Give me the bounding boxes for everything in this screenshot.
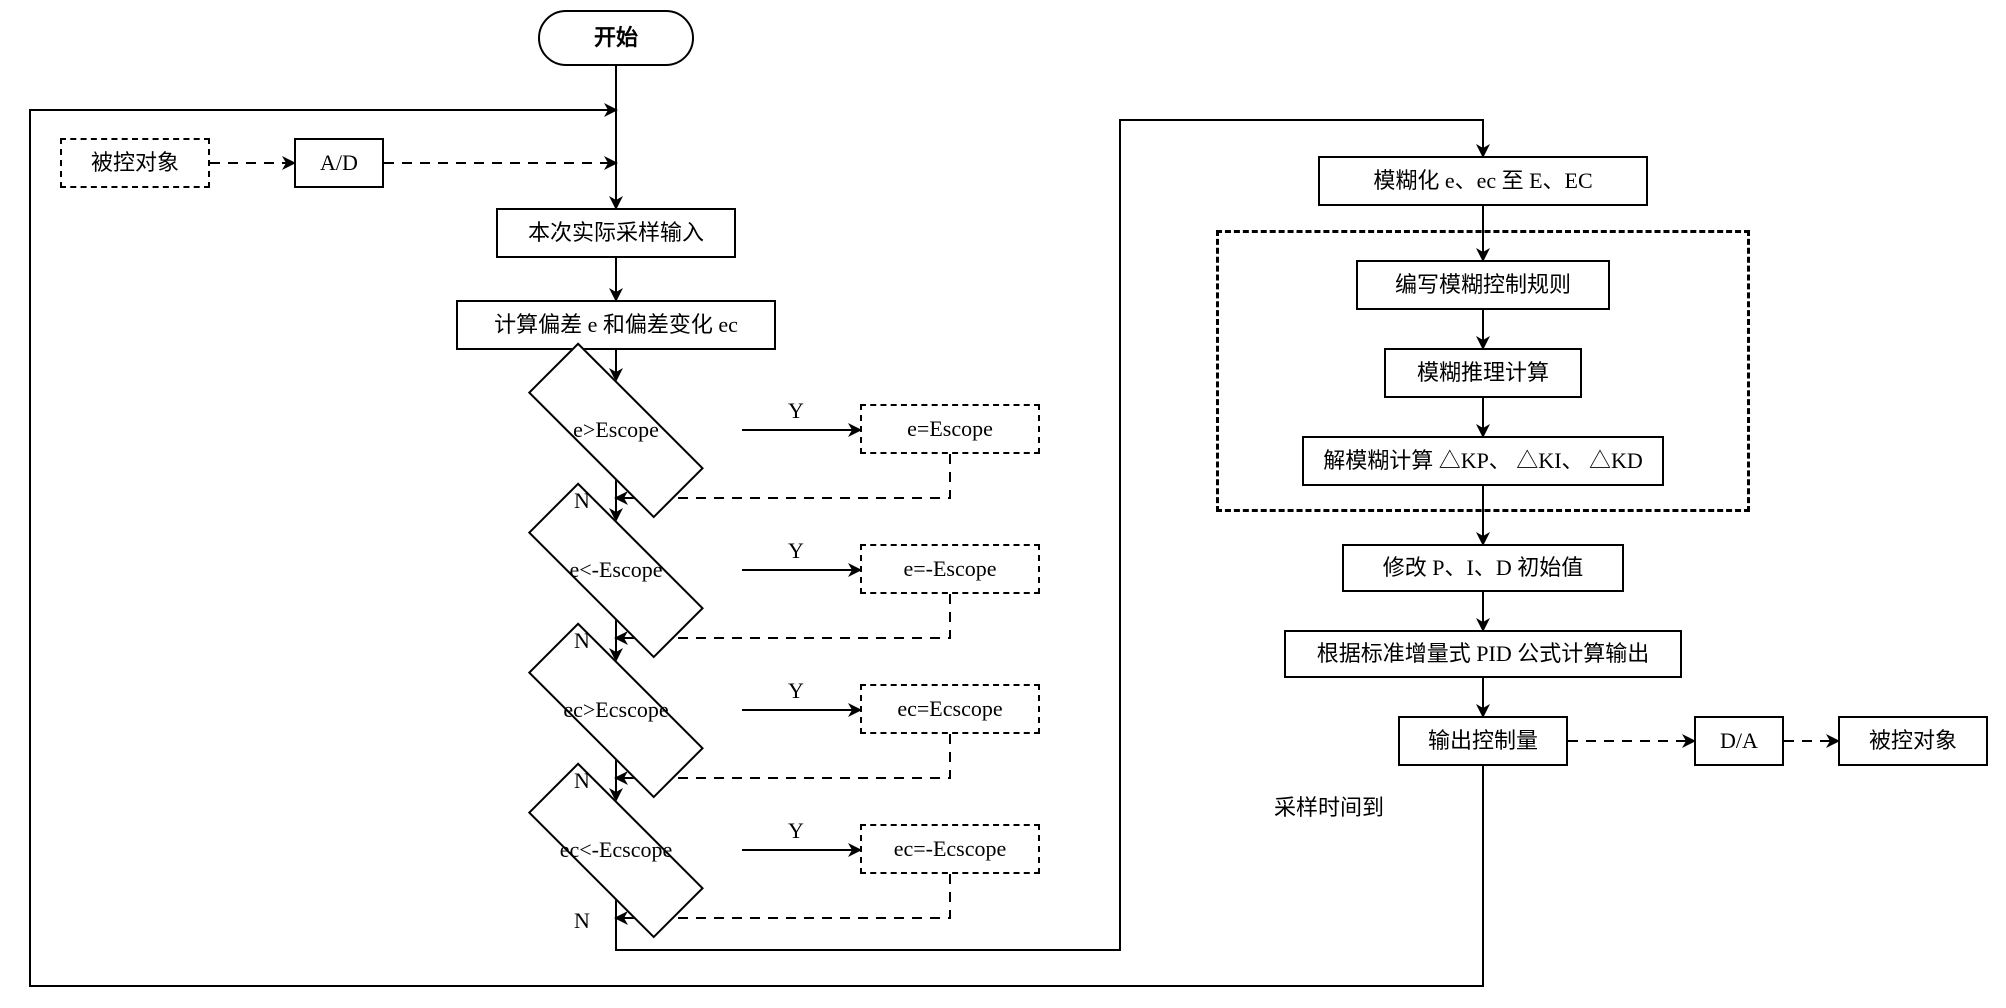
- decision-d1: e>Escope: [490, 380, 742, 480]
- node-a4: ec=-Ecscope: [860, 824, 1040, 874]
- node-controlled1: 被控对象: [60, 138, 210, 188]
- node-calc_e: 计算偏差 e 和偏差变化 ec: [456, 300, 776, 350]
- node-a2: e=-Escope: [860, 544, 1040, 594]
- node-fuzzify: 模糊化 e、ec 至 E、EC: [1318, 156, 1648, 206]
- label-n1: N: [574, 488, 590, 514]
- node-start: 开始: [538, 10, 694, 66]
- label-y2: Y: [788, 538, 804, 564]
- decision-d4-text: ec<-Ecscope: [560, 837, 673, 863]
- node-da: D/A: [1694, 716, 1784, 766]
- node-sample: 本次实际采样输入: [496, 208, 736, 258]
- label-n2: N: [574, 628, 590, 654]
- label-y4: Y: [788, 818, 804, 844]
- decision-d2: e<-Escope: [490, 520, 742, 620]
- label-n4: N: [574, 908, 590, 934]
- decision-d3-text: ec>Ecscope: [563, 697, 668, 723]
- decision-d2-text: e<-Escope: [569, 557, 662, 583]
- decision-d3: ec>Ecscope: [490, 660, 742, 760]
- label-loop: 采样时间到: [1274, 790, 1384, 822]
- fuzzy-controller-group: [1216, 230, 1750, 512]
- decision-d4: ec<-Ecscope: [490, 800, 742, 900]
- node-modify: 修改 P、I、D 初始值: [1342, 544, 1624, 592]
- label-y3: Y: [788, 678, 804, 704]
- node-ad: A/D: [294, 138, 384, 188]
- decision-d1-text: e>Escope: [573, 417, 659, 443]
- node-controlled2: 被控对象: [1838, 716, 1988, 766]
- node-a1: e=Escope: [860, 404, 1040, 454]
- node-a3: ec=Ecscope: [860, 684, 1040, 734]
- label-n3: N: [574, 768, 590, 794]
- node-output: 输出控制量: [1398, 716, 1568, 766]
- label-y1: Y: [788, 398, 804, 424]
- node-pidcalc: 根据标准增量式 PID 公式计算输出: [1284, 630, 1682, 678]
